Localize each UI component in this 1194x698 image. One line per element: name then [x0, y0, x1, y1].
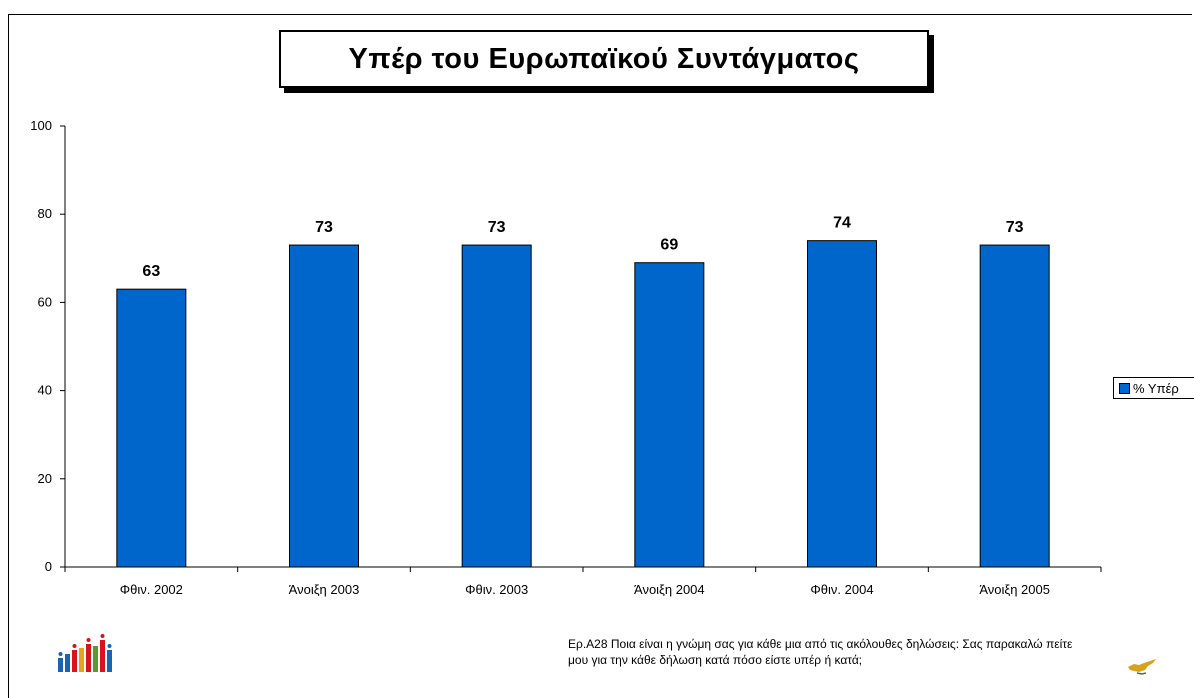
- chart-legend: % Υπέρ: [1113, 377, 1194, 399]
- data-label: 63: [142, 263, 160, 280]
- bar: [634, 262, 705, 568]
- cyprus-map-icon: [1128, 659, 1156, 675]
- chart-title: Υπέρ του Ευρωπαϊκού Συντάγματος: [279, 30, 929, 88]
- y-tick-label: 60: [38, 294, 52, 309]
- data-label: 73: [315, 219, 333, 236]
- x-tick-label: Άνοιξη 2003: [289, 582, 360, 597]
- data-label: 73: [488, 219, 506, 236]
- chart-frame: [8, 14, 1192, 698]
- survey-question: Ερ.Α28 Ποια είναι η γνώμη σας για κάθε μ…: [568, 637, 1073, 667]
- eurobarometer-logo: [58, 634, 112, 672]
- y-tick-label: 20: [38, 471, 52, 486]
- x-tick-label: Άνοιξη 2004: [634, 582, 705, 597]
- bar: [289, 244, 359, 568]
- y-tick-label: 100: [30, 118, 52, 133]
- bar: [461, 244, 532, 568]
- x-tick-label: Φθιν. 2003: [465, 582, 528, 597]
- bar: [807, 240, 877, 568]
- y-tick-label: 80: [38, 206, 52, 221]
- data-label: 69: [660, 237, 678, 254]
- x-tick-label: Άνοιξη 2005: [979, 582, 1050, 597]
- data-label: 73: [1006, 219, 1024, 236]
- legend-label: % Υπέρ: [1133, 380, 1179, 396]
- bar: [116, 288, 187, 568]
- data-label: 74: [833, 215, 851, 232]
- x-tick-label: Φθιν. 2002: [120, 582, 183, 597]
- legend-swatch: [1119, 382, 1130, 394]
- chart-axes: 0 20 40 60 80 100: [30, 118, 1102, 574]
- chart-bars: [116, 240, 1050, 568]
- y-tick-label: 0: [45, 559, 52, 574]
- x-tick-label: Φθιν. 2004: [810, 582, 873, 597]
- y-tick-label: 40: [38, 383, 52, 398]
- bar: [979, 244, 1050, 568]
- chart-labels: 63 Φθιν. 2002 73 Άνοιξη 2003 73 Φθιν. 2003 69 Ά…: [120, 215, 1050, 597]
